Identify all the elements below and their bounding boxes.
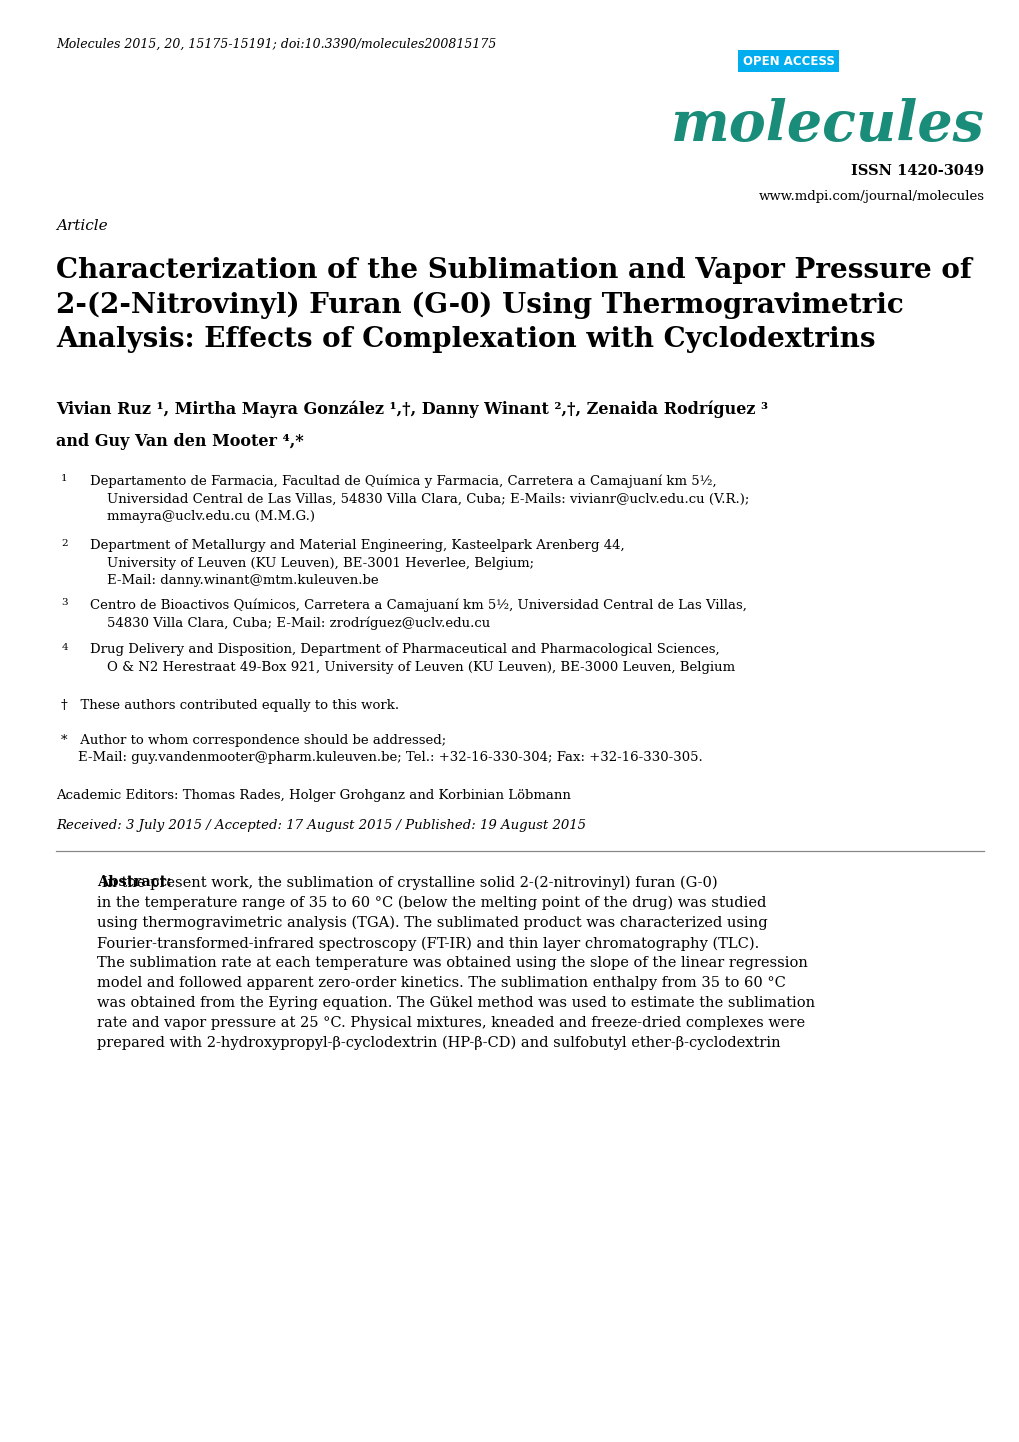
Text: Molecules 2015, 20, 15175-15191; doi:10.3390/molecules200815175: Molecules 2015, 20, 15175-15191; doi:10.…: [56, 37, 496, 50]
Text: 1: 1: [61, 474, 67, 483]
Text: 3: 3: [61, 598, 67, 607]
Text: Departamento de Farmacia, Facultad de Química y Farmacia, Carretera a Camajuaní : Departamento de Farmacia, Facultad de Qu…: [90, 474, 748, 523]
Text: OPEN ACCESS: OPEN ACCESS: [742, 55, 834, 68]
Text: Drug Delivery and Disposition, Department of Pharmaceutical and Pharmacological : Drug Delivery and Disposition, Departmen…: [90, 643, 734, 673]
Text: 2: 2: [61, 539, 67, 548]
Text: Vivian Ruz ¹, Mirtha Mayra González ¹,†, Danny Winant ²,†, Zenaida Rodríguez ³: Vivian Ruz ¹, Mirtha Mayra González ¹,†,…: [56, 401, 767, 418]
Text: and Guy Van den Mooter ⁴,*: and Guy Van den Mooter ⁴,*: [56, 433, 304, 450]
Text: molecules: molecules: [669, 98, 983, 153]
Text: Received: 3 July 2015 / Accepted: 17 August 2015 / Published: 19 August 2015: Received: 3 July 2015 / Accepted: 17 Aug…: [56, 819, 586, 832]
Text: Characterization of the Sublimation and Vapor Pressure of
2-(2-Nitrovinyl) Furan: Characterization of the Sublimation and …: [56, 257, 971, 353]
Text: *   Author to whom correspondence should be addressed;
    E-Mail: guy.vandenmoo: * Author to whom correspondence should b…: [61, 734, 702, 764]
Text: 4: 4: [61, 643, 67, 652]
Text: Department of Metallurgy and Material Engineering, Kasteelpark Arenberg 44,
    : Department of Metallurgy and Material En…: [90, 539, 624, 587]
Text: Article: Article: [56, 219, 108, 234]
Text: Abstract:: Abstract:: [97, 875, 171, 890]
Text: Academic Editors: Thomas Rades, Holger Grohganz and Korbinian Löbmann: Academic Editors: Thomas Rades, Holger G…: [56, 789, 571, 802]
Text: ISSN 1420-3049: ISSN 1420-3049: [850, 164, 983, 179]
Text: www.mdpi.com/journal/molecules: www.mdpi.com/journal/molecules: [757, 190, 983, 203]
Text: †   These authors contributed equally to this work.: † These authors contributed equally to t…: [61, 699, 398, 712]
Text: Centro de Bioactivos Químicos, Carretera a Camajuaní km 5½, Universidad Central : Centro de Bioactivos Químicos, Carretera…: [90, 598, 746, 630]
Text: In the present work, the sublimation of crystalline solid 2-(2-nitrovinyl) furan: In the present work, the sublimation of …: [97, 875, 814, 1050]
